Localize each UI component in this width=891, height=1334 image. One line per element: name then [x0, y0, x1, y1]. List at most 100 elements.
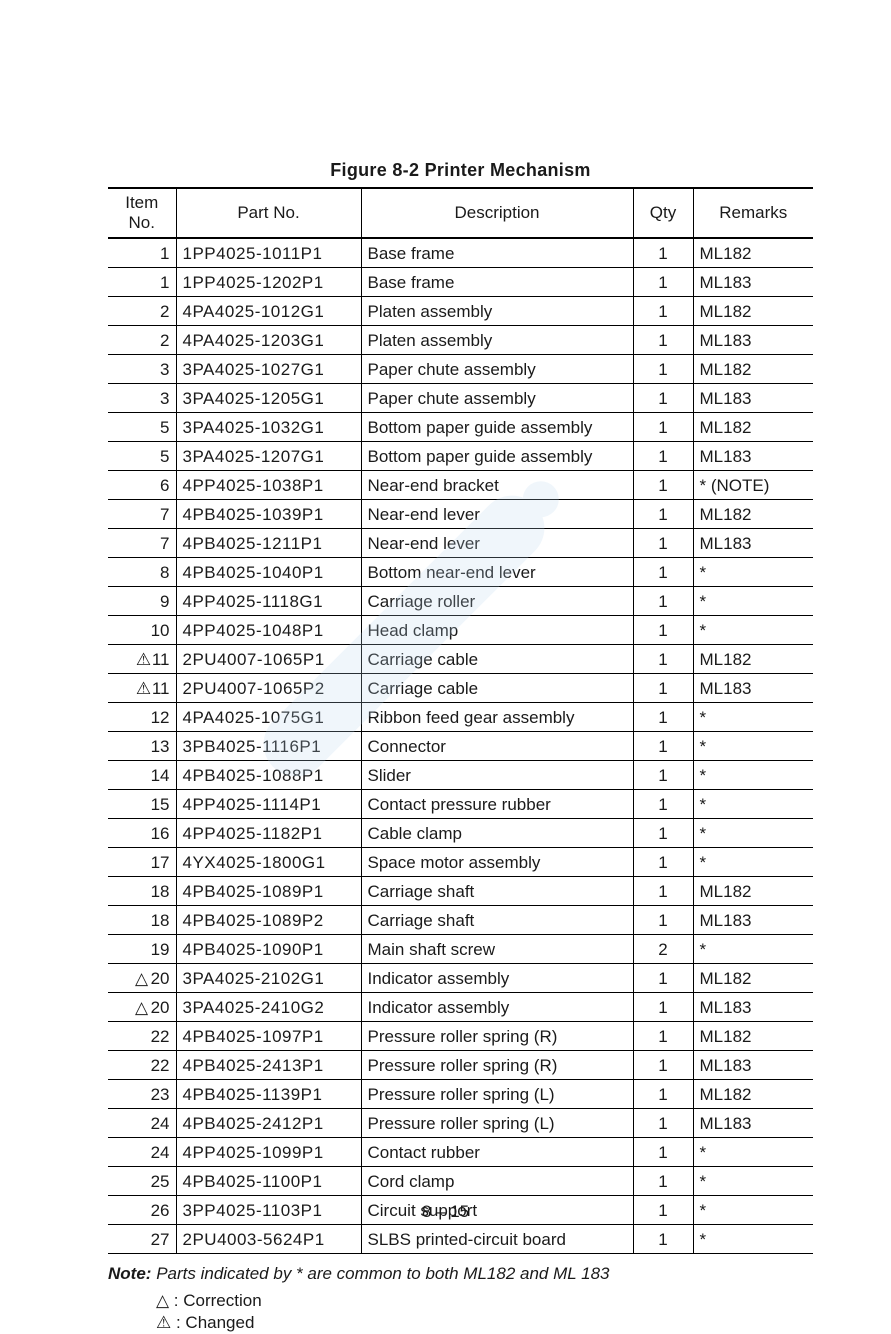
cell-part-no: 3PA4025-1027G1: [176, 355, 361, 384]
cell-remarks: ML182: [693, 238, 813, 268]
cell-item-no: 7: [108, 529, 176, 558]
cell-part-no: 4PA4025-1012G1: [176, 297, 361, 326]
legend-line: ⚠ : Changed: [156, 1312, 813, 1334]
cell-item-no: 3: [108, 355, 176, 384]
cell-description: Paper chute assembly: [361, 355, 633, 384]
cell-item-no: 12: [108, 703, 176, 732]
table-row: 53PA4025-1032G1Bottom paper guide assemb…: [108, 413, 813, 442]
cell-item-no: 2: [108, 326, 176, 355]
cell-item-no: 25: [108, 1167, 176, 1196]
cell-part-no: 4PP4025-1048P1: [176, 616, 361, 645]
cell-part-no: 3PB4025-1116P1: [176, 732, 361, 761]
cell-description: Near-end bracket: [361, 471, 633, 500]
table-row: 64PP4025-1038P1Near-end bracket1* (NOTE): [108, 471, 813, 500]
cell-qty: 1: [633, 616, 693, 645]
table-row: 33PA4025-1027G1Paper chute assembly1ML18…: [108, 355, 813, 384]
cell-part-no: 4PB4025-1100P1: [176, 1167, 361, 1196]
cell-part-no: 4PP4025-1038P1: [176, 471, 361, 500]
cell-part-no: 2PU4007-1065P2: [176, 674, 361, 703]
cell-part-no: 4PB4025-1088P1: [176, 761, 361, 790]
cell-description: Contact rubber: [361, 1138, 633, 1167]
cell-qty: 1: [633, 1051, 693, 1080]
cell-qty: 1: [633, 877, 693, 906]
cell-part-no: 4PP4025-1114P1: [176, 790, 361, 819]
cell-remarks: *: [693, 703, 813, 732]
cell-part-no: 2PU4007-1065P1: [176, 645, 361, 674]
cell-remarks: ML182: [693, 964, 813, 993]
cell-remarks: ML182: [693, 645, 813, 674]
page: Figure 8-2 Printer Mechanism Item No. Pa…: [0, 0, 891, 1262]
cell-description: Connector: [361, 732, 633, 761]
col-header-desc: Description: [361, 188, 633, 238]
cell-description: Main shaft screw: [361, 935, 633, 964]
cell-remarks: ML182: [693, 1080, 813, 1109]
cell-description: Paper chute assembly: [361, 384, 633, 413]
revision-mark-icon: △: [135, 998, 149, 1018]
cell-description: SLBS printed-circuit board: [361, 1225, 633, 1254]
cell-item-no: △20: [108, 964, 176, 993]
cell-qty: 1: [633, 964, 693, 993]
cell-item-no: 14: [108, 761, 176, 790]
cell-description: Slider: [361, 761, 633, 790]
cell-part-no: 3PA4025-1205G1: [176, 384, 361, 413]
cell-remarks: ML182: [693, 877, 813, 906]
cell-part-no: 4PB4025-2413P1: [176, 1051, 361, 1080]
cell-part-no: 4PB4025-1211P1: [176, 529, 361, 558]
table-row: △203PA4025-2410G2Indicator assembly1ML18…: [108, 993, 813, 1022]
cell-part-no: 4PB4025-1040P1: [176, 558, 361, 587]
table-row: 33PA4025-1205G1Paper chute assembly1ML18…: [108, 384, 813, 413]
table-row: 254PB4025-1100P1Cord clamp1*: [108, 1167, 813, 1196]
cell-qty: 1: [633, 326, 693, 355]
table-row: 174YX4025-1800G1Space motor assembly1*: [108, 848, 813, 877]
table-row: 11PP4025-1202P1Base frame1ML183: [108, 268, 813, 297]
cell-part-no: 4PB4025-1097P1: [176, 1022, 361, 1051]
table-row: ⚠112PU4007-1065P1Carriage cable1ML182: [108, 645, 813, 674]
table-row: 154PP4025-1114P1Contact pressure rubber1…: [108, 790, 813, 819]
cell-item-no: 22: [108, 1051, 176, 1080]
cell-description: Pressure roller spring (R): [361, 1051, 633, 1080]
cell-item-no: 5: [108, 442, 176, 471]
cell-qty: 1: [633, 1225, 693, 1254]
cell-item-no: 5: [108, 413, 176, 442]
cell-qty: 1: [633, 471, 693, 500]
cell-item-no: 13: [108, 732, 176, 761]
cell-remarks: ML183: [693, 442, 813, 471]
table-header-row: Item No. Part No. Description Qty Remark…: [108, 188, 813, 238]
cell-part-no: 3PA4025-2410G2: [176, 993, 361, 1022]
cell-qty: 1: [633, 413, 693, 442]
cell-part-no: 4PB4025-2412P1: [176, 1109, 361, 1138]
cell-remarks: *: [693, 761, 813, 790]
cell-qty: 1: [633, 384, 693, 413]
table-body: 11PP4025-1011P1Base frame1ML18211PP4025-…: [108, 238, 813, 1254]
cell-qty: 1: [633, 790, 693, 819]
cell-description: Carriage shaft: [361, 906, 633, 935]
cell-description: Bottom paper guide assembly: [361, 413, 633, 442]
cell-part-no: 1PP4025-1202P1: [176, 268, 361, 297]
table-row: 74PB4025-1039P1Near-end lever1ML182: [108, 500, 813, 529]
cell-remarks: *: [693, 1225, 813, 1254]
cell-part-no: 4PB4025-1089P1: [176, 877, 361, 906]
cell-qty: 1: [633, 238, 693, 268]
cell-qty: 1: [633, 993, 693, 1022]
table-row: 164PP4025-1182P1Cable clamp1*: [108, 819, 813, 848]
cell-part-no: 4PA4025-1075G1: [176, 703, 361, 732]
cell-remarks: *: [693, 616, 813, 645]
cell-qty: 1: [633, 645, 693, 674]
cell-remarks: ML183: [693, 674, 813, 703]
table-row: 234PB4025-1139P1Pressure roller spring (…: [108, 1080, 813, 1109]
cell-description: Carriage cable: [361, 674, 633, 703]
cell-description: Carriage cable: [361, 645, 633, 674]
col-header-qty: Qty: [633, 188, 693, 238]
legend-line: △ : Correction: [156, 1290, 813, 1312]
table-row: 24PA4025-1012G1Platen assembly1ML182: [108, 297, 813, 326]
cell-item-no: △20: [108, 993, 176, 1022]
table-row: 184PB4025-1089P2Carriage shaft1ML183: [108, 906, 813, 935]
cell-qty: 1: [633, 1138, 693, 1167]
table-row: △203PA4025-2102G1Indicator assembly1ML18…: [108, 964, 813, 993]
cell-qty: 1: [633, 703, 693, 732]
cell-remarks: *: [693, 558, 813, 587]
table-row: ⚠112PU4007-1065P2Carriage cable1ML183: [108, 674, 813, 703]
cell-remarks: *: [693, 1138, 813, 1167]
cell-remarks: ML183: [693, 268, 813, 297]
cell-description: Pressure roller spring (R): [361, 1022, 633, 1051]
